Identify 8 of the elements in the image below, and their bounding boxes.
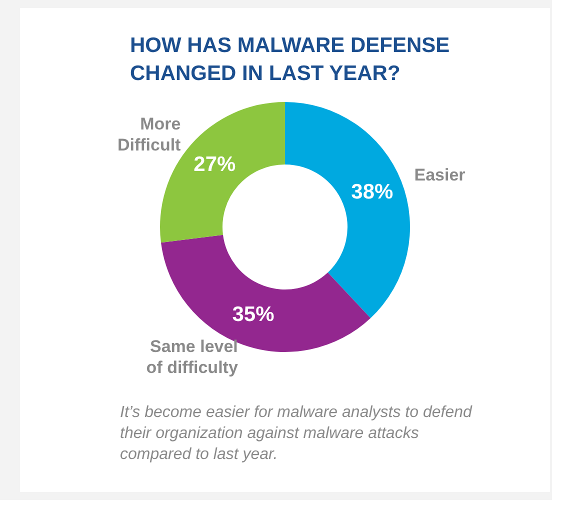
- data-label: 27%: [194, 152, 236, 176]
- slice-label: Same level of difficulty: [146, 336, 238, 377]
- text: It’s become easier for malware analysts to defend their organization against malware attacks compared to last year.: [119, 403, 474, 465]
- slice-label: Easier: [414, 166, 466, 185]
- data-label: 35%: [232, 303, 275, 326]
- data-label: 38%: [351, 180, 394, 204]
- chart-title: HOW HAS MALWARE DEFENSE CHANGED IN LAST YEAR?: [129, 33, 451, 87]
- slice-label: More Difficult: [117, 114, 182, 154]
